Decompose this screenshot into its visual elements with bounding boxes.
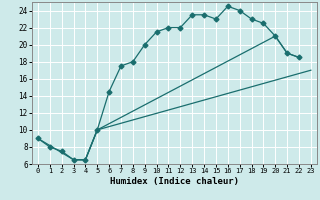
X-axis label: Humidex (Indice chaleur): Humidex (Indice chaleur) bbox=[110, 177, 239, 186]
